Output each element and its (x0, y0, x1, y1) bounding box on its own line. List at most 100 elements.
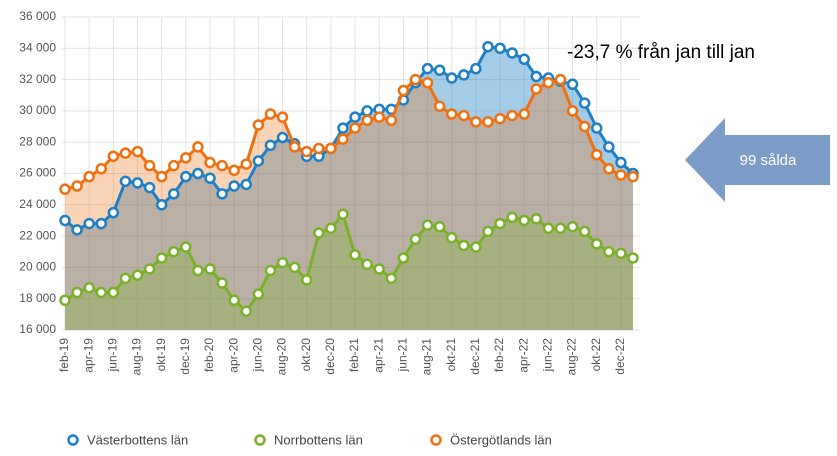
point (71, 224, 83, 236)
point (180, 170, 192, 183)
point (349, 111, 361, 123)
point (119, 175, 132, 188)
point (615, 247, 627, 260)
point (482, 116, 494, 128)
point (119, 272, 132, 285)
point (361, 114, 373, 127)
x-tick-label: okt-19 (154, 338, 168, 372)
point (554, 222, 567, 235)
point (300, 274, 313, 286)
point (107, 286, 120, 299)
legend-marker (430, 434, 442, 446)
point (470, 62, 482, 75)
point (445, 108, 458, 120)
point (445, 72, 458, 84)
point (83, 281, 95, 294)
arrow (685, 118, 830, 202)
point (409, 73, 422, 86)
point (180, 152, 192, 164)
y-tick-label: 20 000 (19, 260, 56, 274)
point (421, 219, 434, 231)
point (228, 180, 240, 192)
point (373, 263, 385, 275)
y-tick-label: 28 000 (19, 134, 56, 148)
point (566, 220, 579, 233)
point (603, 246, 615, 258)
point (627, 252, 639, 264)
point (337, 133, 349, 145)
point (590, 238, 603, 250)
point (421, 62, 434, 75)
point (107, 206, 120, 219)
point (313, 142, 325, 155)
x-tick-label: dec-21 (468, 338, 482, 375)
x-tick-label: feb-20 (202, 338, 216, 372)
y-tick-label: 24 000 (19, 197, 56, 211)
legend-label: Norrbottens län (274, 432, 363, 447)
x-tick-label: apr-22 (516, 338, 530, 373)
point (192, 264, 204, 277)
x-tick-label: feb-21 (347, 338, 361, 372)
point (530, 83, 543, 95)
point (506, 211, 518, 224)
point (216, 188, 228, 200)
point (143, 181, 156, 194)
point (252, 155, 265, 167)
point (313, 227, 325, 239)
point (168, 246, 180, 258)
point (240, 178, 253, 191)
point (143, 159, 156, 172)
point (264, 264, 277, 277)
point (71, 286, 83, 299)
point (409, 233, 422, 245)
point (566, 78, 579, 91)
point (627, 170, 639, 183)
point (95, 163, 108, 175)
y-tick-label: 30 000 (19, 103, 56, 117)
point (71, 180, 83, 192)
point (276, 131, 289, 144)
annotation: -23,7 % från jan till jan (567, 42, 755, 63)
point (482, 40, 494, 53)
point (530, 70, 543, 83)
x-tick-label: jun-20 (251, 338, 265, 373)
point (385, 272, 398, 285)
point (59, 183, 71, 195)
point (107, 150, 120, 163)
legend-marker (67, 434, 79, 446)
point (603, 163, 615, 175)
point (204, 172, 216, 184)
point (397, 84, 410, 97)
legend-label: Västerbottens län (87, 432, 188, 447)
point (494, 112, 506, 125)
point (506, 109, 518, 122)
x-tick-label: apr-19 (81, 338, 95, 373)
point (590, 148, 603, 161)
point (288, 141, 301, 153)
point (325, 222, 337, 235)
point (615, 156, 627, 169)
point (506, 47, 518, 59)
point (252, 288, 265, 300)
point (373, 111, 385, 123)
x-tick-label: apr-20 (226, 338, 240, 373)
x-tick-label: okt-21 (444, 338, 458, 372)
x-tick-label: okt-20 (299, 338, 313, 372)
x-tick-label: aug-19 (130, 338, 144, 376)
area (65, 214, 633, 330)
x-tick-label: jun-21 (396, 338, 410, 373)
point (168, 188, 180, 200)
point (337, 208, 349, 220)
x-tick-label: jun-22 (541, 338, 555, 373)
point (518, 53, 530, 66)
point (228, 294, 240, 307)
point (216, 277, 228, 289)
point (433, 100, 446, 112)
point (264, 108, 277, 120)
point (337, 122, 349, 134)
point (276, 111, 289, 123)
point (228, 164, 240, 177)
y-tick-label: 16 000 (19, 322, 56, 336)
point (482, 225, 494, 238)
